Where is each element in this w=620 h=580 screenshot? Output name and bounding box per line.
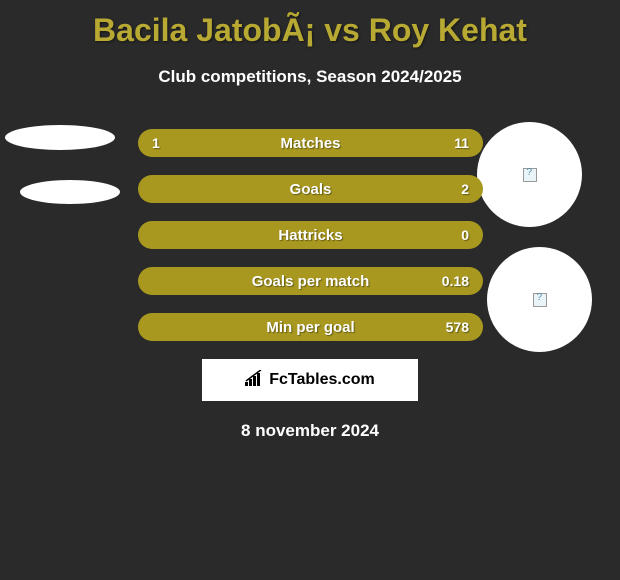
stat-bar-hattricks: Hattricks 0 <box>138 221 483 249</box>
branding-text: FcTables.com <box>269 371 375 389</box>
stat-right-value: 0.18 <box>442 273 469 289</box>
player-circle-1 <box>477 122 582 227</box>
page-title: Bacila JatobÃ¡ vs Roy Kehat <box>0 0 620 49</box>
stat-right-value: 11 <box>454 135 469 151</box>
branding-box: FcTables.com <box>202 359 418 401</box>
stat-label: Hattricks <box>278 227 342 244</box>
stat-label: Min per goal <box>266 319 354 336</box>
stat-label: Goals per match <box>252 273 370 290</box>
stat-bar-min-per-goal: Min per goal 578 <box>138 313 483 341</box>
stats-container: 1 Matches 11 Goals 2 Hattricks 0 Goals p… <box>138 129 483 341</box>
stat-label: Goals <box>290 181 332 198</box>
stat-bar-matches: 1 Matches 11 <box>138 129 483 157</box>
placeholder-icon <box>523 168 537 182</box>
player-ellipse-1 <box>5 125 115 150</box>
stat-right-value: 0 <box>461 227 469 243</box>
date-text: 8 november 2024 <box>0 421 620 441</box>
stat-right-value: 578 <box>446 319 469 335</box>
player-circle-2 <box>487 247 592 352</box>
page-subtitle: Club competitions, Season 2024/2025 <box>0 67 620 87</box>
stat-left-value: 1 <box>152 135 160 151</box>
stat-bar-goals-per-match: Goals per match 0.18 <box>138 267 483 295</box>
stat-label: Matches <box>280 135 340 152</box>
right-circles-container <box>477 122 592 372</box>
placeholder-icon <box>533 293 547 307</box>
player-ellipse-2 <box>20 180 120 204</box>
stat-right-value: 2 <box>461 181 469 197</box>
stat-bar-goals: Goals 2 <box>138 175 483 203</box>
left-shapes-container <box>5 125 120 204</box>
chart-icon <box>245 370 265 391</box>
